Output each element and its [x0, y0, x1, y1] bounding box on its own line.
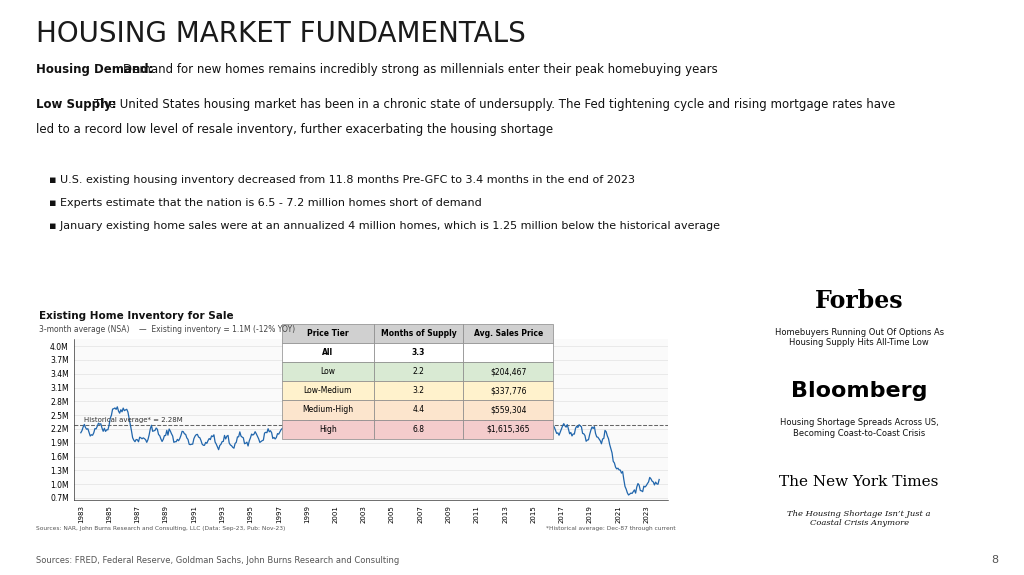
Text: led to a record low level of resale inventory, further exacerbating the housing : led to a record low level of resale inve… — [36, 122, 553, 136]
Text: HOUSING MARKET FUNDAMENTALS: HOUSING MARKET FUNDAMENTALS — [36, 20, 525, 48]
Text: Price Tier: Price Tier — [307, 329, 348, 338]
Text: Low-Medium: Low-Medium — [303, 386, 352, 395]
Bar — [374, 400, 464, 420]
Text: All: All — [323, 348, 333, 357]
Bar — [464, 400, 553, 420]
Text: Low Supply:: Low Supply: — [36, 98, 117, 111]
Text: ▪ January existing home sales were at an annualized 4 million homes, which is 1.: ▪ January existing home sales were at an… — [49, 221, 720, 231]
Text: $1,615,365: $1,615,365 — [486, 425, 530, 434]
Bar — [374, 362, 464, 381]
Bar — [374, 381, 464, 400]
Text: 6.8: 6.8 — [413, 425, 425, 434]
Text: 4.4: 4.4 — [413, 405, 425, 415]
Text: $559,304: $559,304 — [489, 405, 526, 415]
Bar — [282, 400, 374, 420]
Bar — [464, 362, 553, 381]
Bar — [374, 324, 464, 343]
Bar — [464, 420, 553, 439]
Text: 2.2: 2.2 — [413, 367, 425, 376]
Text: $337,776: $337,776 — [489, 386, 526, 395]
Text: ▪ Experts estimate that the nation is 6.5 - 7.2 million homes short of demand: ▪ Experts estimate that the nation is 6.… — [49, 198, 482, 208]
Text: Bloomberg: Bloomberg — [791, 381, 928, 401]
Text: Housing Demand:: Housing Demand: — [36, 63, 154, 76]
Bar — [282, 343, 374, 362]
Text: High: High — [318, 425, 337, 434]
Text: The United States housing market has been in a chronic state of undersupply. The: The United States housing market has bee… — [94, 98, 896, 111]
Text: The Housing Shortage Isn’t Just a
Coastal Crisis Anymore: The Housing Shortage Isn’t Just a Coasta… — [787, 510, 931, 527]
Text: 3.3: 3.3 — [412, 348, 425, 357]
Text: Sources: NAR, John Burns Research and Consulting, LLC (Data: Sep-23, Pub: Nov-23: Sources: NAR, John Burns Research and Co… — [36, 526, 286, 531]
Bar — [282, 362, 374, 381]
Text: The New York Times: The New York Times — [779, 475, 939, 489]
Text: Historical average* = 2.28M: Historical average* = 2.28M — [84, 416, 182, 423]
Text: Months of Supply: Months of Supply — [381, 329, 457, 338]
Text: Low: Low — [321, 367, 335, 376]
Text: $204,467: $204,467 — [490, 367, 526, 376]
Text: Forbes: Forbes — [815, 289, 903, 313]
Bar — [282, 420, 374, 439]
Text: 3-month average (NSA)    —  Existing inventory = 1.1M (-12% YOY): 3-month average (NSA) — Existing invento… — [39, 325, 295, 334]
Text: Existing Home Inventory for Sale: Existing Home Inventory for Sale — [39, 311, 233, 321]
Text: *Historical average: Dec-87 through current: *Historical average: Dec-87 through curr… — [546, 526, 676, 531]
Bar — [464, 343, 553, 362]
Bar — [464, 381, 553, 400]
Text: Sources: FRED, Federal Reserve, Goldman Sachs, John Burns Research and Consultin: Sources: FRED, Federal Reserve, Goldman … — [36, 555, 399, 565]
Text: Avg. Sales Price: Avg. Sales Price — [473, 329, 543, 338]
Bar — [282, 381, 374, 400]
Bar — [282, 324, 374, 343]
Bar — [374, 343, 464, 362]
Text: Homebuyers Running Out Of Options As
Housing Supply Hits All-Time Low: Homebuyers Running Out Of Options As Hou… — [774, 328, 944, 347]
Text: ▪ U.S. existing housing inventory decreased from 11.8 months Pre-GFC to 3.4 mont: ▪ U.S. existing housing inventory decrea… — [49, 175, 635, 185]
Text: Demand for new homes remains incredibly strong as millennials enter their peak h: Demand for new homes remains incredibly … — [123, 63, 717, 76]
Bar — [374, 420, 464, 439]
Bar — [464, 324, 553, 343]
Text: 3.2: 3.2 — [413, 386, 425, 395]
Text: Housing Shortage Spreads Across US,
Becoming Coast-to-Coast Crisis: Housing Shortage Spreads Across US, Beco… — [779, 419, 939, 438]
Text: 8: 8 — [991, 555, 998, 565]
Text: Medium-High: Medium-High — [302, 405, 353, 415]
